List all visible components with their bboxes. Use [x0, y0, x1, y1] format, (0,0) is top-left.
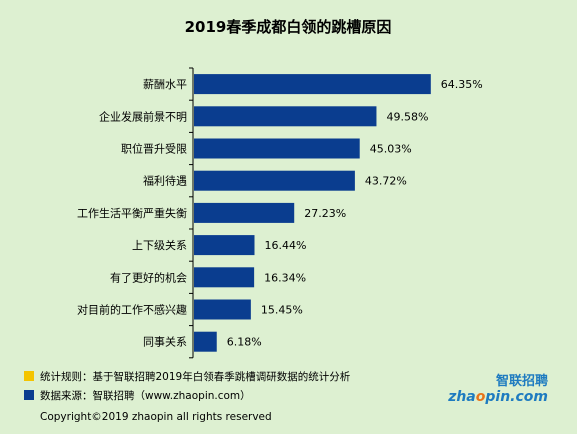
category-label: 同事关系 [143, 335, 187, 349]
bars [194, 74, 431, 352]
value-label: 64.35% [441, 78, 483, 91]
bar [194, 74, 431, 95]
bar [194, 202, 295, 223]
value-label: 16.44% [264, 239, 306, 252]
copyright-text: Copyright©2019 zhaopin all rights reserv… [40, 411, 272, 423]
value-labels: 64.35% 49.58% 45.03% 43.72% 27.23% 16.44% 16.3… [227, 78, 483, 349]
rule-marker [24, 371, 34, 381]
bar [194, 106, 377, 127]
value-label: 6.18% [227, 336, 262, 349]
category-label: 有了更好的机会 [110, 270, 187, 284]
footnote-source-text: 数据来源：智联招聘（www.zhaopin.com） [40, 389, 251, 402]
bar [194, 235, 255, 256]
category-labels: 薪酬水平企业发展前景不明职位晋升受限福利待遇工作生活平衡严重失衡上下级关系有了更… [77, 78, 187, 349]
category-label: 对目前的工作不感兴趣 [77, 303, 187, 317]
y-axis-ticks [189, 67, 193, 359]
bar [194, 331, 217, 352]
value-label: 45.03% [370, 143, 412, 156]
bar [194, 267, 255, 288]
footnote-rule: 统计规则：基于智联招聘2019年白领春季跳槽调研数据的统计分析 [24, 370, 351, 383]
value-label: 49.58% [386, 110, 428, 123]
category-label: 薪酬水平 [143, 78, 187, 91]
footnote-source: 数据来源：智联招聘（www.zhaopin.com） [24, 389, 251, 402]
bar [194, 299, 251, 320]
logo-en-text: zhaopin.com [447, 389, 548, 405]
bar [194, 138, 360, 159]
category-label: 工作生活平衡严重失衡 [77, 206, 187, 220]
value-label: 43.72% [365, 175, 407, 188]
logo-cn-text: 智联招聘 [496, 373, 548, 389]
value-label: 15.45% [261, 304, 303, 317]
footnote-rule-text: 统计规则：基于智联招聘2019年白领春季跳槽调研数据的统计分析 [40, 370, 351, 383]
category-label: 职位晋升受限 [121, 142, 187, 156]
category-label: 上下级关系 [132, 238, 187, 252]
chart-title: 2019春季成都白领的跳槽原因 [185, 18, 392, 36]
value-label: 27.23% [304, 207, 346, 220]
category-label: 福利待遇 [143, 174, 187, 188]
category-label: 企业发展前景不明 [99, 109, 187, 123]
zhaopin-logo: 智联招聘 zhaopin.com [447, 373, 548, 405]
bar [194, 170, 355, 191]
value-label: 16.34% [264, 271, 306, 284]
source-marker [24, 390, 34, 400]
